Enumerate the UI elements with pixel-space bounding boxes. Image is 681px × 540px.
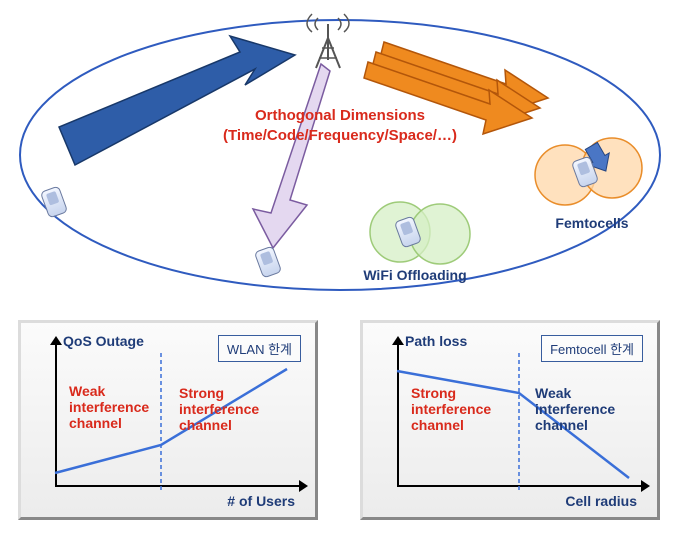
orthogonal-title-1: Orthogonal Dimensions: [255, 107, 425, 124]
tower-icon: [307, 14, 349, 68]
qos-weak-text: Weak interference channel: [69, 383, 149, 431]
top-diagram: Orthogonal Dimensions (Time/Code/Frequen…: [0, 0, 681, 310]
pathloss-weak-text: Weak interference channel: [535, 385, 615, 433]
pathloss-chart: Femtocell 한계 Path loss Cell radius Stron…: [360, 320, 660, 520]
femto-legend: Femtocell 한계: [541, 335, 643, 362]
femto-label: Femtocells: [555, 215, 628, 231]
qos-chart: WLAN 한계 QoS Outage # of Users Weak inter…: [18, 320, 318, 520]
pathloss-xlabel: Cell radius: [565, 493, 637, 509]
violet-arrow: [253, 64, 330, 248]
wlan-legend: WLAN 한계: [218, 335, 301, 362]
wifi-label: WiFi Offloading: [363, 267, 466, 283]
qos-strong-text: Strong interference channel: [179, 385, 259, 433]
pathloss-strong-text: Strong interference channel: [411, 385, 491, 433]
qos-ylabel: QoS Outage: [63, 333, 144, 349]
orthogonal-title-2: (Time/Code/Frequency/Space/…): [223, 127, 457, 144]
qos-xlabel: # of Users: [227, 493, 295, 509]
pathloss-ylabel: Path loss: [405, 333, 467, 349]
blue-arrow: [59, 36, 295, 165]
